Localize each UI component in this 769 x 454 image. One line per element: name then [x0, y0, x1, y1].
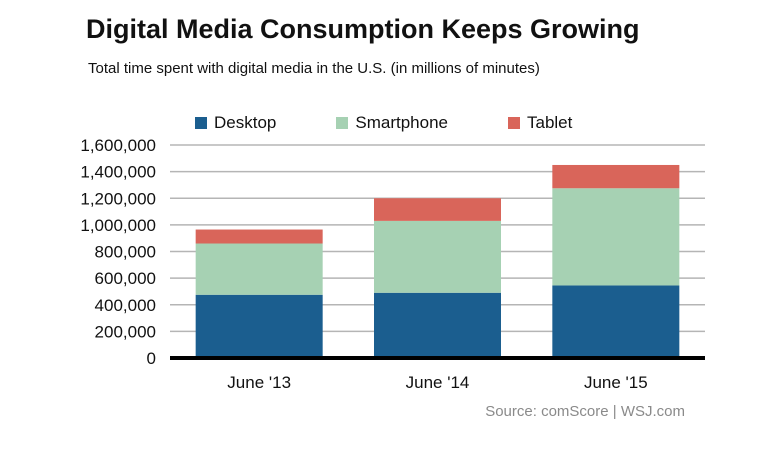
y-tick-label: 600,000 [95, 269, 156, 288]
legend-label-desktop: Desktop [214, 113, 277, 132]
bar-segment-desktop [195, 294, 323, 358]
legend-swatch-desktop [195, 117, 207, 129]
x-tick-label: June '15 [584, 373, 648, 392]
y-tick-label: 400,000 [95, 296, 156, 315]
legend-swatch-smartphone [336, 117, 349, 129]
bar-segment-tablet [374, 198, 501, 221]
bar-segment-smartphone [374, 220, 501, 293]
y-tick-label: 0 [147, 349, 156, 368]
bar-segment-desktop [374, 292, 501, 358]
legend-label-smartphone: Smartphone [355, 113, 448, 132]
chart-legend: Desktop Smartphone Tablet [195, 113, 572, 133]
bar-segment-smartphone [195, 243, 323, 295]
x-tick-label: June '13 [227, 373, 291, 392]
legend-item-desktop: Desktop [195, 113, 276, 133]
legend-label-tablet: Tablet [527, 113, 573, 132]
bar-segment-tablet [552, 164, 680, 189]
axes: 0 200,000 400,000 600,000 800,000 1,000,000 1,… [80, 136, 705, 392]
y-tick-label: 200,000 [95, 322, 156, 341]
bar-segment-smartphone [552, 188, 680, 286]
legend-item-smartphone: Smartphone [336, 113, 448, 133]
chart-title: Digital Media Consumption Keeps Growing [86, 14, 640, 44]
x-tick-label: June '14 [406, 373, 470, 392]
y-tick-label: 800,000 [95, 243, 156, 262]
bars [195, 164, 680, 358]
source-credit: Source: comScore | WSJ.com [485, 403, 685, 420]
legend-item-tablet: Tablet [508, 113, 572, 133]
y-tick-label: 1,200,000 [80, 189, 156, 208]
bar-segment-tablet [195, 229, 323, 244]
y-tick-label: 1,000,000 [80, 216, 156, 235]
bar-segment-desktop [552, 285, 680, 358]
y-tick-label: 1,400,000 [80, 163, 156, 182]
chart-subtitle: Total time spent with digital media in t… [88, 60, 540, 77]
legend-swatch-tablet [508, 117, 520, 129]
y-tick-label: 1,600,000 [80, 136, 156, 155]
